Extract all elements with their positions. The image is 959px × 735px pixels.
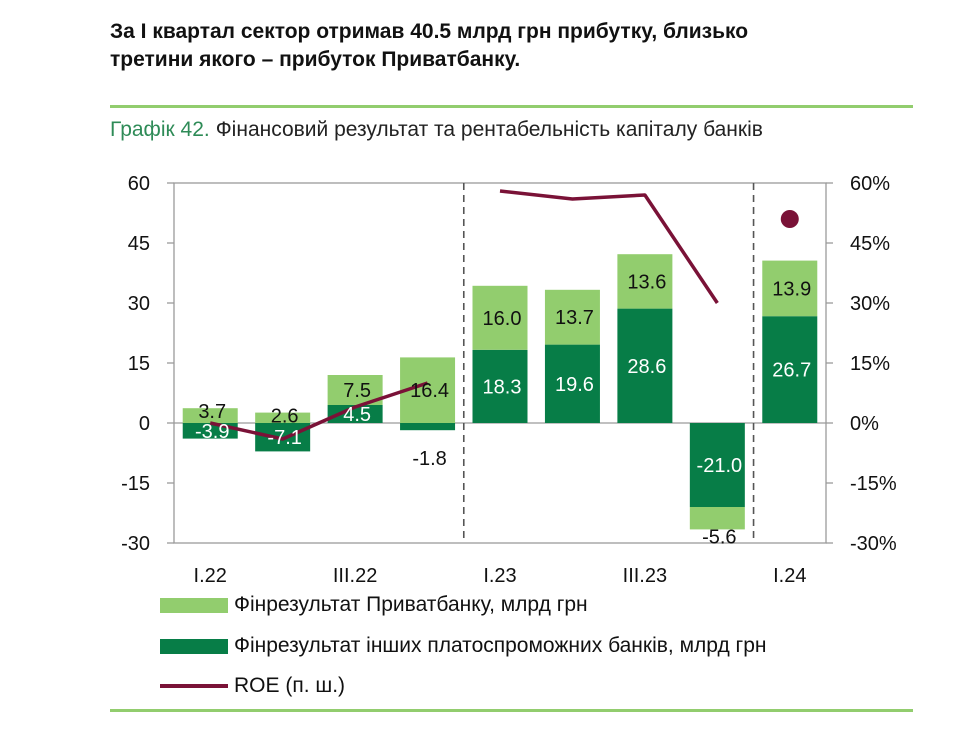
legend-swatch-privatbank <box>160 597 228 613</box>
data-label-other-banks: -1.8 <box>412 448 446 470</box>
bar-other-banks <box>400 423 456 431</box>
legend-label-roe: ROE (п. ш.) <box>234 674 346 697</box>
headline: За І квартал сектор отримав 40.5 млрд гр… <box>110 18 930 74</box>
left-axis-tick-label: 30 <box>128 293 150 315</box>
left-axis-tick-label: 15 <box>128 353 150 375</box>
legend-label-privatbank: Фінрезультат Приватбанку, млрд грн <box>234 593 588 616</box>
legend-item-other-banks: Фінрезультат інших платоспроможних банкі… <box>160 631 766 661</box>
bar-privatbank <box>762 260 818 317</box>
data-label-privatbank: 2.6 <box>271 406 299 428</box>
data-label-other-banks: 28.6 <box>627 356 666 378</box>
bar-privatbank <box>182 408 238 423</box>
legend-swatch-other-banks <box>160 638 228 654</box>
left-axis-tick-label: -15 <box>121 473 150 495</box>
roe-line-2022 <box>209 381 429 441</box>
bar-privatbank <box>255 412 311 423</box>
data-label-other-banks: 18.3 <box>483 376 522 398</box>
bar-privatbank <box>617 254 673 309</box>
right-axis-tick-label: 30% <box>850 293 890 315</box>
data-label-other-banks: 19.6 <box>555 374 594 396</box>
legend-item-privatbank: Фінрезультат Приватбанку, млрд грн <box>160 590 588 620</box>
data-label-privatbank: 13.6 <box>627 271 666 293</box>
right-axis-tick-label: 60% <box>850 173 890 195</box>
right-axis-tick-label: -30% <box>850 533 897 555</box>
x-axis-tick-label: I.22 <box>194 565 227 587</box>
roe-line-2023 <box>499 189 719 304</box>
bar-other-banks <box>617 308 673 423</box>
data-label-privatbank: 7.5 <box>343 380 371 402</box>
x-axis-tick-label: I.23 <box>483 565 516 587</box>
chart-caption: Графік 42. Фінансовий результат та рентаб… <box>110 118 763 142</box>
right-axis-tick-label: 15% <box>850 353 890 375</box>
data-label-other-banks: -21.0 <box>697 455 743 477</box>
x-axis-tick-label: I.24 <box>773 565 806 587</box>
data-label-privatbank: 13.7 <box>555 307 594 329</box>
data-label-other-banks: -3.9 <box>195 421 229 443</box>
bar-other-banks <box>472 349 528 423</box>
data-label-other-banks: 4.5 <box>343 404 371 426</box>
data-label-other-banks: 26.7 <box>772 360 811 382</box>
data-label-other-banks: -7.1 <box>267 427 301 449</box>
bar-privatbank <box>689 507 745 530</box>
legend-swatch-roe <box>160 684 228 688</box>
left-axis-tick-label: 0 <box>139 413 150 435</box>
data-label-privatbank: 16.0 <box>483 308 522 330</box>
data-label-privatbank: 3.7 <box>198 401 226 423</box>
roe-point-2024 <box>780 210 799 228</box>
right-axis-tick-label: 45% <box>850 233 890 255</box>
x-axis-tick-label: III.22 <box>333 565 377 587</box>
legend-item-roe: ROE (п. ш.) <box>160 671 345 701</box>
bar-other-banks <box>689 423 745 507</box>
data-label-privatbank: 13.9 <box>772 278 811 300</box>
data-label-privatbank: 16.4 <box>410 380 449 402</box>
bottom-divider <box>110 709 913 712</box>
left-axis-tick-label: -30 <box>121 533 150 555</box>
right-axis-tick-label: 0% <box>850 413 879 435</box>
data-label-privatbank: -5.6 <box>702 526 736 548</box>
legend-label-other-banks: Фінрезультат інших платоспроможних банкі… <box>234 634 767 657</box>
left-axis-tick-label: 60 <box>128 173 150 195</box>
top-divider <box>110 105 913 108</box>
headline-line-2: третини якого – прибуток Приватбанку. <box>110 48 521 71</box>
chart-caption-number: Графік 42. <box>110 118 210 141</box>
x-axis-tick-label: III.23 <box>623 565 667 587</box>
bar-other-banks <box>327 405 383 423</box>
chart-caption-title: Фінансовий результат та рентабельність к… <box>215 118 763 141</box>
bar-privatbank <box>544 289 600 345</box>
right-axis-tick-label: -15% <box>850 473 897 495</box>
bar-other-banks <box>544 344 600 423</box>
left-axis-tick-label: 45 <box>128 233 150 255</box>
headline-line-1: За І квартал сектор отримав 40.5 млрд гр… <box>110 20 749 43</box>
bar-other-banks <box>762 316 818 423</box>
bar-privatbank <box>472 285 528 350</box>
